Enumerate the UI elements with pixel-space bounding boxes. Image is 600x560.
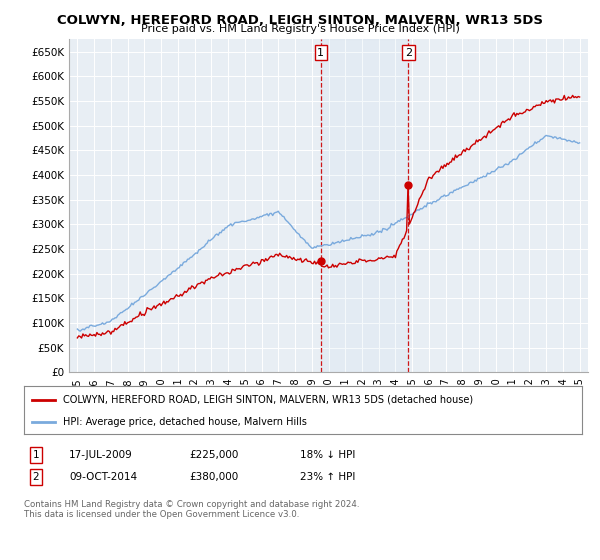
Text: £380,000: £380,000 xyxy=(189,472,238,482)
Text: COLWYN, HEREFORD ROAD, LEIGH SINTON, MALVERN, WR13 5DS (detached house): COLWYN, HEREFORD ROAD, LEIGH SINTON, MAL… xyxy=(63,395,473,405)
Text: 09-OCT-2014: 09-OCT-2014 xyxy=(69,472,137,482)
Text: COLWYN, HEREFORD ROAD, LEIGH SINTON, MALVERN, WR13 5DS: COLWYN, HEREFORD ROAD, LEIGH SINTON, MAL… xyxy=(57,14,543,27)
Text: Contains HM Land Registry data © Crown copyright and database right 2024.
This d: Contains HM Land Registry data © Crown c… xyxy=(24,500,359,519)
Text: 18% ↓ HPI: 18% ↓ HPI xyxy=(300,450,355,460)
Text: 2: 2 xyxy=(32,472,40,482)
Text: 2: 2 xyxy=(405,48,412,58)
Text: 1: 1 xyxy=(317,48,324,58)
Text: 23% ↑ HPI: 23% ↑ HPI xyxy=(300,472,355,482)
Text: Price paid vs. HM Land Registry's House Price Index (HPI): Price paid vs. HM Land Registry's House … xyxy=(140,24,460,34)
Text: 17-JUL-2009: 17-JUL-2009 xyxy=(69,450,133,460)
Text: £225,000: £225,000 xyxy=(189,450,238,460)
Bar xyxy=(321,39,409,372)
Text: HPI: Average price, detached house, Malvern Hills: HPI: Average price, detached house, Malv… xyxy=(63,417,307,427)
Text: 1: 1 xyxy=(32,450,40,460)
